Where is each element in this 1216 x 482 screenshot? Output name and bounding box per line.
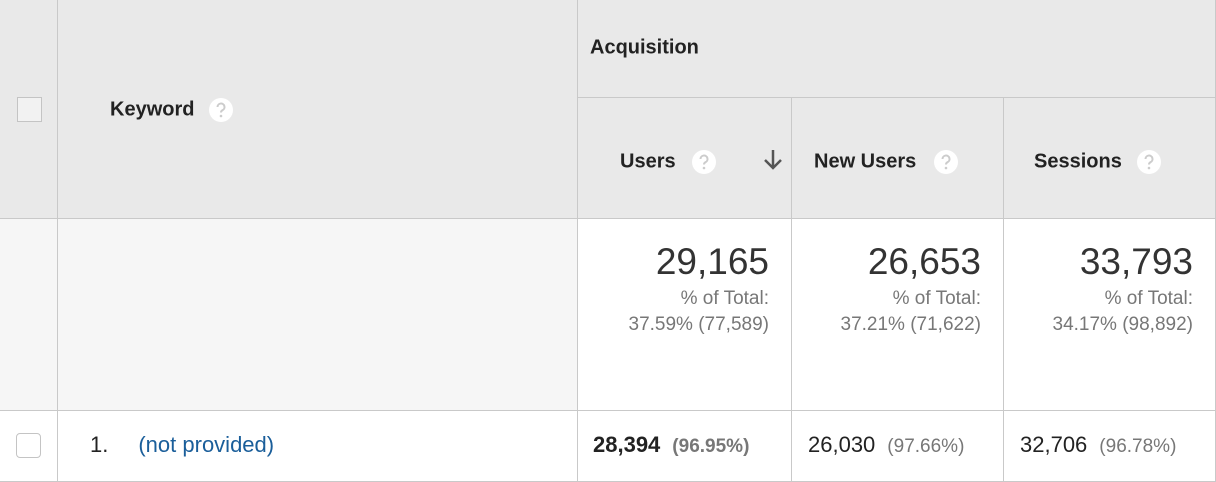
- help-icon[interactable]: [208, 97, 234, 123]
- totals-cell: 26,653 % of Total: 37.21% (71,622): [792, 219, 1004, 411]
- help-icon[interactable]: [1136, 149, 1162, 175]
- column-header[interactable]: Keyword: [110, 98, 195, 121]
- metric-value: 28,394: [593, 432, 661, 457]
- metric-cell: 32,706 (96.78%): [1004, 411, 1216, 482]
- select-all-checkbox[interactable]: [17, 97, 42, 122]
- help-icon[interactable]: [933, 149, 959, 175]
- total-detail: 37.21% (71,622): [840, 314, 982, 335]
- totals-blank: [0, 219, 58, 411]
- total-value: 26,653: [867, 241, 981, 282]
- metric-percent: (96.95%): [672, 436, 750, 457]
- row-index: 1.: [90, 432, 109, 457]
- totals-cell: 33,793 % of Total: 34.17% (98,892): [1004, 219, 1216, 411]
- keyword-cell: 1. (not provided): [58, 411, 578, 482]
- keyword-link[interactable]: (not provided): [138, 432, 275, 457]
- total-value: 29,165: [655, 241, 769, 282]
- header-select-cell: [0, 0, 58, 219]
- totals-cell: 29,165 % of Total: 37.59% (77,589): [578, 219, 792, 411]
- row-select-cell: [0, 411, 58, 482]
- sort-arrow[interactable]: [762, 148, 784, 172]
- column-header[interactable]: Sessions: [1034, 150, 1122, 173]
- header-new-users-cell: New Users: [792, 98, 1004, 219]
- metric-cell: 28,394 (96.95%): [578, 411, 792, 482]
- column-header[interactable]: Users: [620, 150, 676, 173]
- row-checkbox[interactable]: [16, 433, 41, 458]
- help-icon[interactable]: [691, 149, 717, 175]
- header-sessions-cell: Sessions: [1004, 98, 1216, 219]
- totals-blank: [58, 219, 578, 411]
- total-detail: 37.59% (77,589): [628, 314, 770, 335]
- metric-cell: 26,030 (97.66%): [792, 411, 1004, 482]
- metric-percent: (97.66%): [887, 436, 965, 457]
- total-caption: % of Total:: [892, 288, 981, 309]
- column-header[interactable]: New Users: [814, 150, 917, 173]
- group-label: Acquisition: [590, 36, 699, 59]
- total-value: 33,793: [1079, 241, 1193, 282]
- metric-percent: (96.78%): [1099, 436, 1177, 457]
- metric-value: 32,706: [1020, 432, 1088, 457]
- total-caption: % of Total:: [680, 288, 769, 309]
- group-header: Acquisition: [578, 0, 1216, 98]
- header-users-cell: Users: [578, 98, 792, 219]
- total-detail: 34.17% (98,892): [1052, 314, 1194, 335]
- metric-value: 26,030: [808, 432, 876, 457]
- header-keyword-cell: Keyword: [58, 0, 578, 219]
- total-caption: % of Total:: [1104, 288, 1193, 309]
